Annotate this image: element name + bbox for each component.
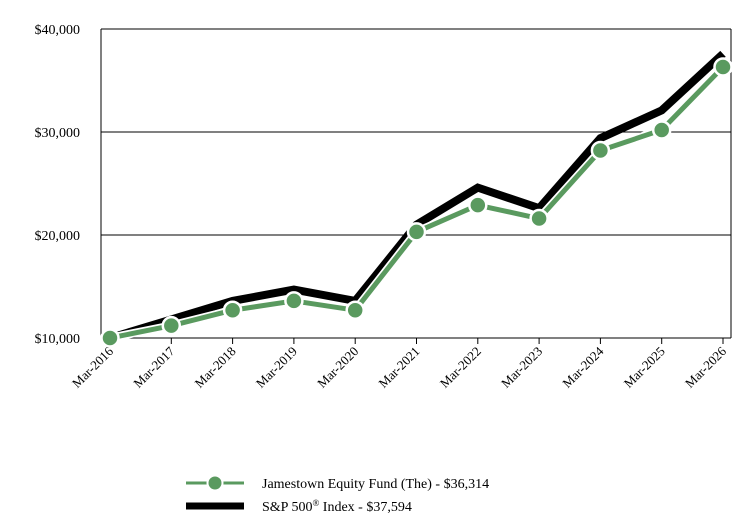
legend-label-sp500-rest: Index - $37,594 xyxy=(319,500,412,515)
y-tick-label: $20,000 xyxy=(35,229,81,244)
data-point-fund xyxy=(345,300,365,320)
data-point-fund xyxy=(468,195,488,215)
legend-label-sp500: S&P 500® Index - $37,594 xyxy=(262,498,412,515)
x-tick-label: Mar-2019 xyxy=(253,344,300,391)
y-tick-label: $10,000 xyxy=(35,332,81,347)
legend-label-fund: Jamestown Equity Fund (The) - $36,314 xyxy=(262,477,489,492)
data-point-fund xyxy=(284,291,304,311)
x-tick-label: Mar-2017 xyxy=(130,343,178,391)
y-tick-label: $40,000 xyxy=(35,23,81,38)
legend-marker-fund xyxy=(206,474,224,492)
data-point-fund xyxy=(529,208,549,229)
legend: Jamestown Equity Fund (The) - $36,314 S&… xyxy=(186,474,489,515)
data-point-fund xyxy=(406,222,427,242)
data-point-fund xyxy=(161,315,182,336)
axes xyxy=(100,29,732,344)
x-tick-label: Mar-2026 xyxy=(682,343,730,391)
data-point-fund xyxy=(100,328,120,348)
data-point-fund xyxy=(590,140,611,161)
series-line-sp500 xyxy=(108,50,726,342)
legend-label-sp500-sup: ® xyxy=(312,498,319,508)
grid-lines xyxy=(101,28,731,339)
data-point-fund xyxy=(713,57,733,77)
x-tick-label: Mar-2025 xyxy=(621,344,668,391)
series-line-fund-outline xyxy=(109,64,727,343)
x-tick-label: Mar-2018 xyxy=(192,344,239,391)
data-point-fund xyxy=(651,120,672,140)
x-tick-labels: Mar-2016 Mar-2017 Mar-2018 Mar-2019 Mar-2020… xyxy=(69,343,730,391)
x-tick-label: Mar-2020 xyxy=(314,344,361,391)
x-tick-label: Mar-2021 xyxy=(375,344,422,391)
x-tick-label: Mar-2016 xyxy=(69,343,117,391)
series-lines xyxy=(108,50,727,343)
x-tick-label: Mar-2023 xyxy=(498,344,545,391)
data-point-fund xyxy=(222,300,243,320)
x-tick-label: Mar-2024 xyxy=(559,343,607,391)
legend-label-sp500-main: S&P 500 xyxy=(262,500,312,515)
x-tick-label: Mar-2022 xyxy=(437,344,484,391)
series-line-fund xyxy=(109,65,725,341)
series-markers xyxy=(100,57,733,348)
y-tick-label: $30,000 xyxy=(35,126,81,141)
y-tick-labels: $10,000 $20,000 $30,000 $40,000 xyxy=(35,23,81,347)
